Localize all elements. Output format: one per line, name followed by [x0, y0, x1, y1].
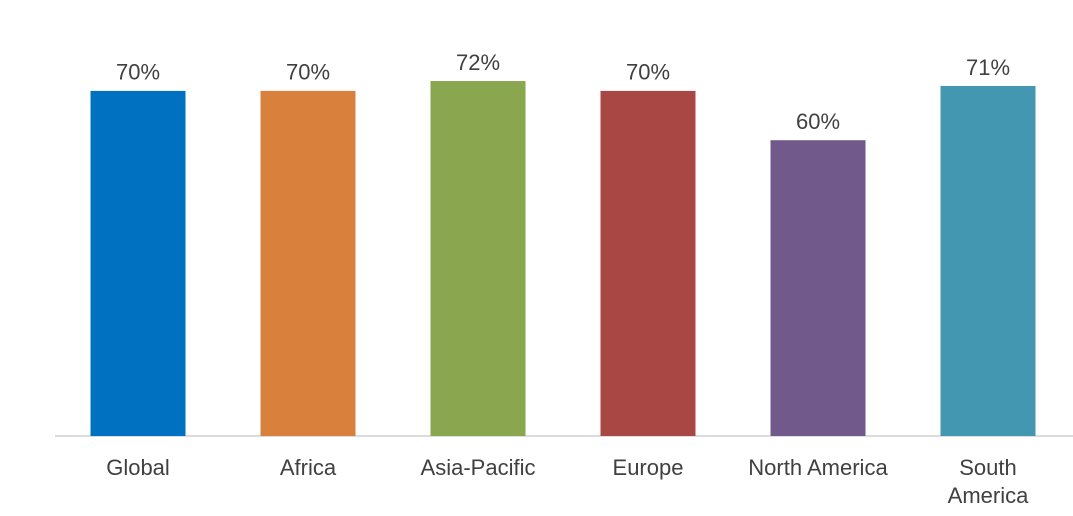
value-label: 70%: [116, 60, 160, 85]
bar: [770, 140, 866, 436]
value-label: 70%: [626, 60, 670, 85]
x-tick-label: Global: [106, 455, 170, 480]
value-label: 72%: [456, 50, 500, 75]
x-tick-label: North America: [748, 455, 888, 480]
x-tick-label: Africa: [279, 455, 337, 480]
x-tick-label: Asia-Pacific: [420, 455, 536, 480]
bar: [260, 90, 356, 437]
value-label: 60%: [796, 109, 840, 134]
x-tick-label: Europe: [612, 455, 684, 480]
bar: [600, 90, 696, 437]
bar: [90, 90, 186, 437]
x-tick-label: South America: [947, 455, 1029, 508]
value-label: 71%: [966, 55, 1010, 80]
bar: [940, 85, 1036, 436]
bar: [430, 81, 526, 436]
value-label: 70%: [286, 60, 330, 85]
